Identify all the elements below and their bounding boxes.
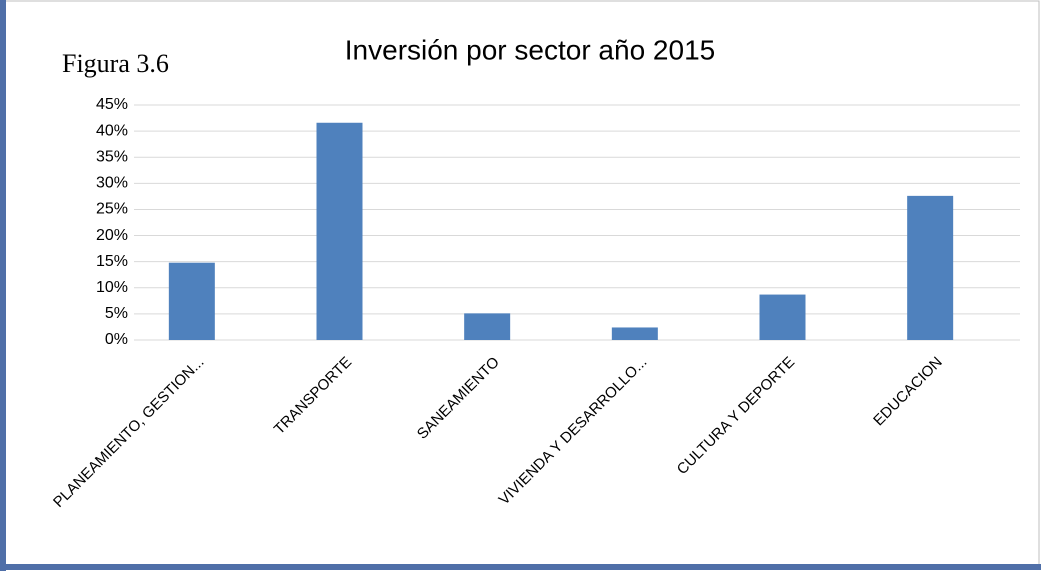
y-tick-label: 5% <box>105 305 128 322</box>
bar <box>759 294 806 340</box>
figure-label: Figura 3.6 <box>62 49 169 78</box>
y-tick-label: 30% <box>96 175 128 192</box>
y-tick-label: 35% <box>96 148 128 165</box>
y-tick-label: 20% <box>96 227 128 244</box>
bar <box>316 122 363 340</box>
bar <box>464 313 511 340</box>
y-tick-label: 25% <box>96 201 128 218</box>
bar <box>907 195 954 340</box>
y-tick-label: 0% <box>105 331 128 348</box>
chart-title: Inversión por sector año 2015 <box>345 34 715 65</box>
y-tick-label: 45% <box>96 96 128 113</box>
y-tick-label: 40% <box>96 122 128 139</box>
bar <box>168 262 215 340</box>
y-tick-label: 10% <box>96 279 128 296</box>
y-tick-label: 15% <box>96 253 128 270</box>
bar <box>611 327 658 340</box>
